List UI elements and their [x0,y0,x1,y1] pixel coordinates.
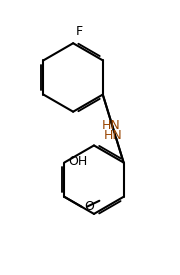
Text: F: F [76,25,83,38]
Text: OH: OH [68,155,87,168]
Text: O: O [84,200,94,213]
Text: HN: HN [103,129,122,142]
Text: HN: HN [101,119,120,132]
